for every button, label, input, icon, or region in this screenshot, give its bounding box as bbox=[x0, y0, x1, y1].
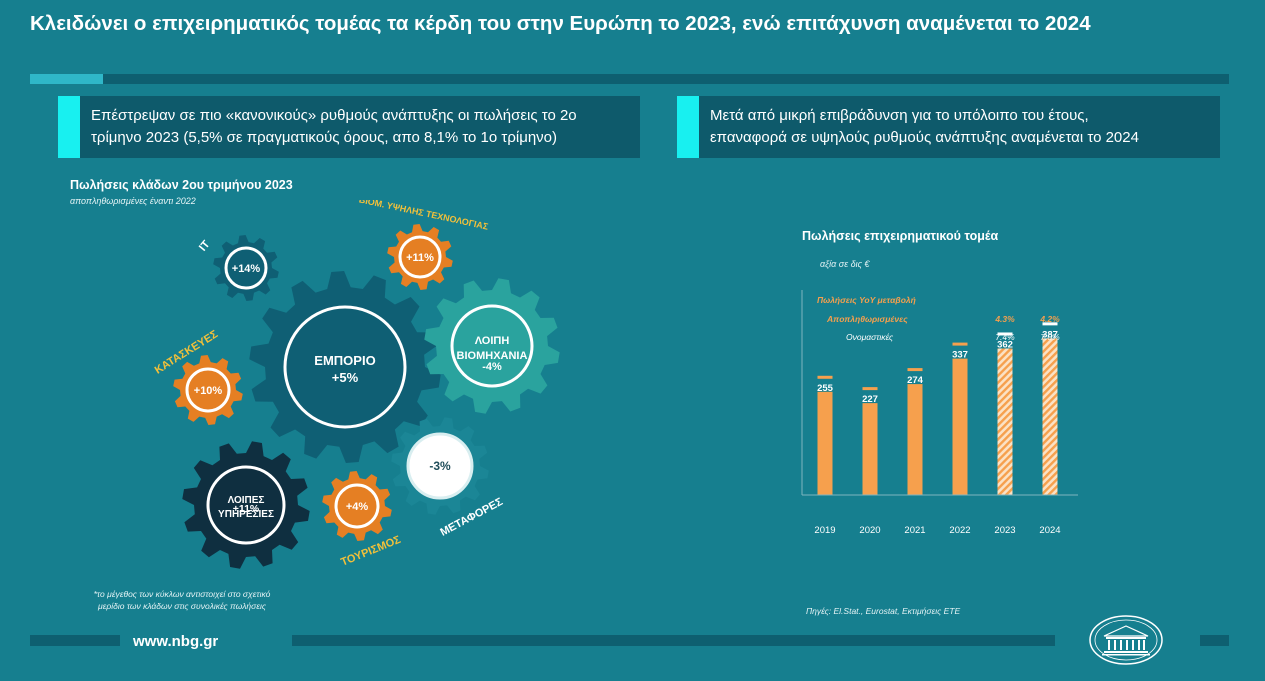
tick-label-2024: 2024 bbox=[1039, 525, 1060, 536]
footer-bar-middle bbox=[292, 635, 1055, 646]
bar-2022 bbox=[952, 358, 968, 495]
commerce-hub bbox=[283, 305, 407, 429]
gears-chart-subtitle: αποπληθωρισμένες έναντι 2022 bbox=[70, 196, 196, 206]
other-services-label: ΛΟΙΠΕΣ bbox=[228, 495, 265, 506]
banner-right-text: Μετά από μικρή επιβράδυνση για το υπόλοι… bbox=[710, 105, 1210, 149]
banner-right-line2: επαναφορά σε υψηλούς ρυθμούς ανάπτυξης α… bbox=[710, 129, 1139, 146]
bar-cap-2022 bbox=[952, 342, 968, 346]
it-category-label: IT bbox=[197, 238, 213, 253]
high-tech-label: +11% bbox=[406, 252, 434, 264]
value-label-2022: 337 bbox=[952, 350, 968, 361]
sector-gears-diagram: ΕΜΠΟΡΙΟ +5% ΛΟΙΠΗ ΒΙΟΜΗΧΑΝΙΑ-4% +14% +11% +10%… bbox=[153, 200, 560, 569]
value-label-2019: 255 bbox=[817, 383, 834, 394]
tick-label-2020: 2020 bbox=[859, 525, 880, 536]
bar-2021 bbox=[907, 384, 923, 495]
bar-chart-unit-label: αξία σε δις € bbox=[820, 259, 870, 269]
banner-right-line1: Μετά από μικρή επιβράδυνση για το υπόλοι… bbox=[710, 107, 1089, 124]
yoy-nominal-2024: 7.0% bbox=[1040, 332, 1060, 342]
tourism-hub bbox=[334, 483, 380, 529]
yoy-nominal-2023: 7.4% bbox=[995, 332, 1015, 342]
value-label-2023: 362 bbox=[997, 339, 1013, 350]
yoy-real-label: Αποπληθωρισμένες bbox=[826, 314, 908, 324]
tick-label-2019: 2019 bbox=[814, 525, 835, 536]
banner-left-line1: Επέστρεψαν σε πιο «κανονικούς» ρυθμούς α… bbox=[91, 107, 577, 124]
title-divider-bar bbox=[103, 74, 1229, 84]
bar-cap-2019 bbox=[817, 375, 833, 379]
bar-cap-2024 bbox=[1042, 322, 1058, 326]
construction-hub bbox=[185, 367, 231, 413]
bar-2024 bbox=[1042, 338, 1058, 495]
other-services-hub bbox=[206, 465, 286, 545]
title-accent-bar bbox=[30, 74, 103, 84]
transport-label: -3% bbox=[429, 459, 451, 473]
other-services-change: +11% bbox=[233, 503, 260, 515]
yoy-header-label: Πωλήσεις YoY μεταβολή bbox=[817, 295, 916, 305]
footer-bar-left bbox=[30, 635, 120, 646]
footer-bar-right bbox=[1200, 635, 1229, 646]
chart-source-note: Πηγές: El.Stat., Eurostat, Εκτιμήσεις ΕΤ… bbox=[806, 606, 961, 616]
bar-cap-2021 bbox=[907, 368, 923, 372]
other-industry-value: ΒΙΟΜΗΧΑΝΙΑ bbox=[457, 350, 528, 362]
footer-url-link[interactable]: www.nbg.gr bbox=[133, 633, 219, 650]
bar-2023 bbox=[997, 348, 1013, 495]
commerce-label: ΕΜΠΟΡΙΟ bbox=[314, 353, 375, 368]
bar-cap-2023 bbox=[997, 332, 1013, 336]
banner-left-line2: τρίμηνο 2023 (5,5% σε πραγματικούς όρους… bbox=[91, 129, 558, 146]
transport-hub bbox=[406, 432, 474, 500]
banner-right-accent bbox=[677, 96, 699, 158]
high-tech-category-label: ΒΙΟΜ. ΥΨΗΛΗΣ ΤΕΧΝΟΛΟΓΙΑΣ bbox=[358, 200, 490, 232]
gears-footnote-line1: *το μέγεθος των κύκλων αντιστοιχεί στο σ… bbox=[93, 589, 271, 599]
gears-footnote-line2: μερίδιο των κλάδων στις συνολικές πωλήσε… bbox=[97, 601, 267, 611]
nbg-building-logo-icon bbox=[1089, 615, 1163, 665]
bar-chart-title: Πωλήσεις επιχειρηματικού τομέα bbox=[802, 229, 999, 243]
it-hub bbox=[224, 246, 268, 290]
yoy-real-2024: 4.2% bbox=[1039, 314, 1060, 324]
bar-cap-2020 bbox=[862, 387, 878, 391]
gears-footnote: *το μέγεθος των κύκλων αντιστοιχεί στο σ… bbox=[62, 588, 302, 612]
bar-2019 bbox=[817, 391, 833, 495]
it-label: +14% bbox=[232, 263, 261, 275]
page-title: Κλειδώνει ο επιχειρηματικός τομέας τα κέ… bbox=[30, 12, 1091, 35]
other-industry-change: -4% bbox=[482, 361, 502, 373]
tick-label-2023: 2023 bbox=[994, 525, 1015, 536]
value-label-2021: 274 bbox=[907, 375, 924, 386]
gears-chart-title: Πωλήσεις κλάδων 2ου τριμήνου 2023 bbox=[70, 178, 293, 192]
construction-label: +10% bbox=[194, 385, 223, 397]
banner-left-accent bbox=[58, 96, 80, 158]
other-services-value: ΥΠΗΡΕΣΙΕΣ bbox=[218, 509, 274, 520]
tick-label-2021: 2021 bbox=[904, 525, 925, 536]
bar-2020 bbox=[862, 403, 878, 495]
value-label-2024: 387 bbox=[1042, 329, 1058, 340]
tourism-category-label: ΤΟΥΡΙΣΜΟΣ bbox=[339, 534, 403, 569]
other-industry-hub bbox=[450, 304, 534, 388]
tourism-label: +4% bbox=[346, 501, 369, 513]
high-tech-hub bbox=[398, 235, 442, 279]
banner-left: Επέστρεψαν σε πιο «κανονικούς» ρυθμούς α… bbox=[58, 96, 640, 158]
other-industry-label: ΛΟΙΠΗ bbox=[475, 335, 510, 347]
sales-bar-chart: Πωλήσεις YoY μεταβολή Αποπληθωρισμένες Ονο… bbox=[801, 290, 1078, 536]
yoy-nominal-label: Ονομαστικές bbox=[846, 332, 894, 342]
commerce-value: +5% bbox=[332, 370, 359, 385]
banner-right: Μετά από μικρή επιβράδυνση για το υπόλοι… bbox=[677, 96, 1220, 158]
yoy-real-2023: 4.3% bbox=[994, 314, 1015, 324]
value-label-2020: 227 bbox=[862, 394, 878, 405]
tick-label-2022: 2022 bbox=[949, 525, 970, 536]
banner-left-text: Επέστρεψαν σε πιο «κανονικούς» ρυθμούς α… bbox=[91, 105, 630, 149]
